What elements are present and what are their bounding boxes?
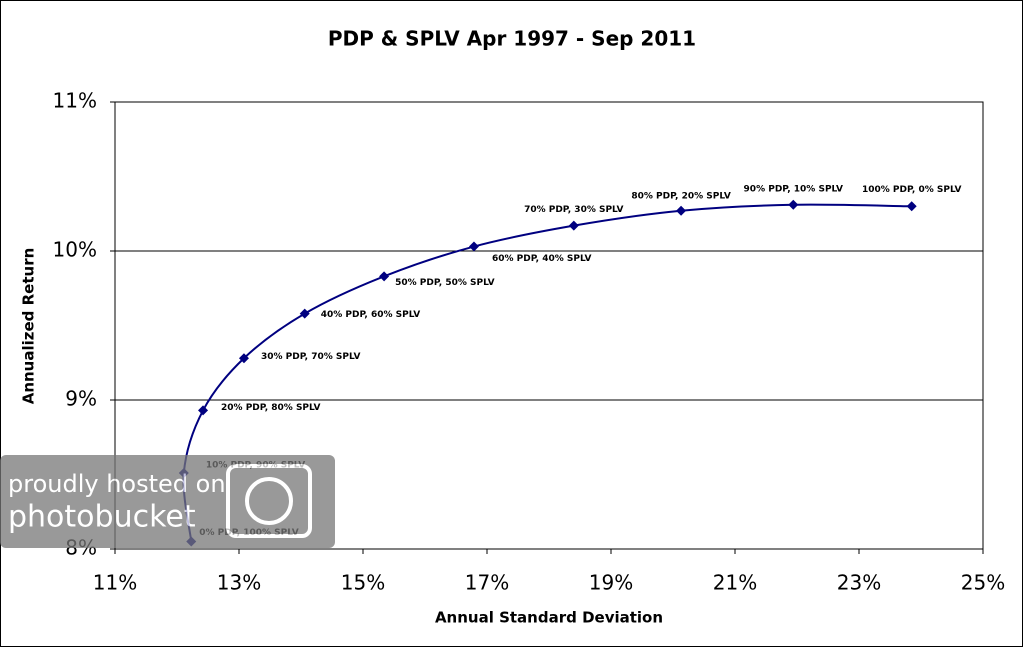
y-tick-label: 11%	[53, 89, 97, 113]
point-label: 50% PDP, 50% SPLV	[395, 278, 494, 288]
point	[788, 199, 799, 210]
series-line	[182, 203, 912, 542]
watermark-text: photobucket	[8, 500, 196, 535]
point-label: 90% PDP, 10% SPLV	[744, 184, 843, 194]
point	[906, 201, 917, 212]
y-axis-label: Annualized Return	[20, 248, 38, 405]
x-tick-label: 17%	[465, 571, 509, 595]
watermark-icon	[245, 477, 293, 525]
x-tick-label: 19%	[589, 571, 633, 595]
point-label: 60% PDP, 40% SPLV	[492, 254, 591, 264]
y-tick-label: 9%	[65, 387, 97, 411]
x-axis-label: Annual Standard Deviation	[435, 609, 663, 627]
x-tick-label: 15%	[341, 571, 385, 595]
point-label: 80% PDP, 20% SPLV	[631, 191, 730, 201]
point	[676, 205, 687, 216]
point	[238, 353, 249, 364]
watermark: proudly hosted on photobucket	[0, 455, 335, 548]
point-label: 100% PDP, 0% SPLV	[862, 185, 961, 195]
point	[198, 405, 209, 416]
watermark-icon	[226, 464, 312, 538]
chart-title: PDP & SPLV Apr 1997 - Sep 2011	[328, 27, 696, 51]
point	[299, 308, 310, 319]
point-label: 70% PDP, 30% SPLV	[524, 205, 623, 215]
y-tick-label: 10%	[53, 238, 97, 262]
point	[568, 220, 579, 231]
x-tick-label: 13%	[217, 571, 261, 595]
point-label: 20% PDP, 80% SPLV	[221, 403, 320, 413]
point	[468, 241, 479, 252]
point-label: 30% PDP, 70% SPLV	[261, 352, 360, 362]
watermark-text: proudly hosted on	[8, 470, 226, 498]
x-tick-label: 23%	[837, 571, 881, 595]
point	[379, 271, 390, 282]
x-tick-label: 25%	[961, 571, 1005, 595]
x-tick-label: 21%	[713, 571, 757, 595]
x-tick-label: 11%	[93, 571, 137, 595]
watermark-background	[0, 455, 335, 548]
point-label: 40% PDP, 60% SPLV	[321, 310, 420, 320]
